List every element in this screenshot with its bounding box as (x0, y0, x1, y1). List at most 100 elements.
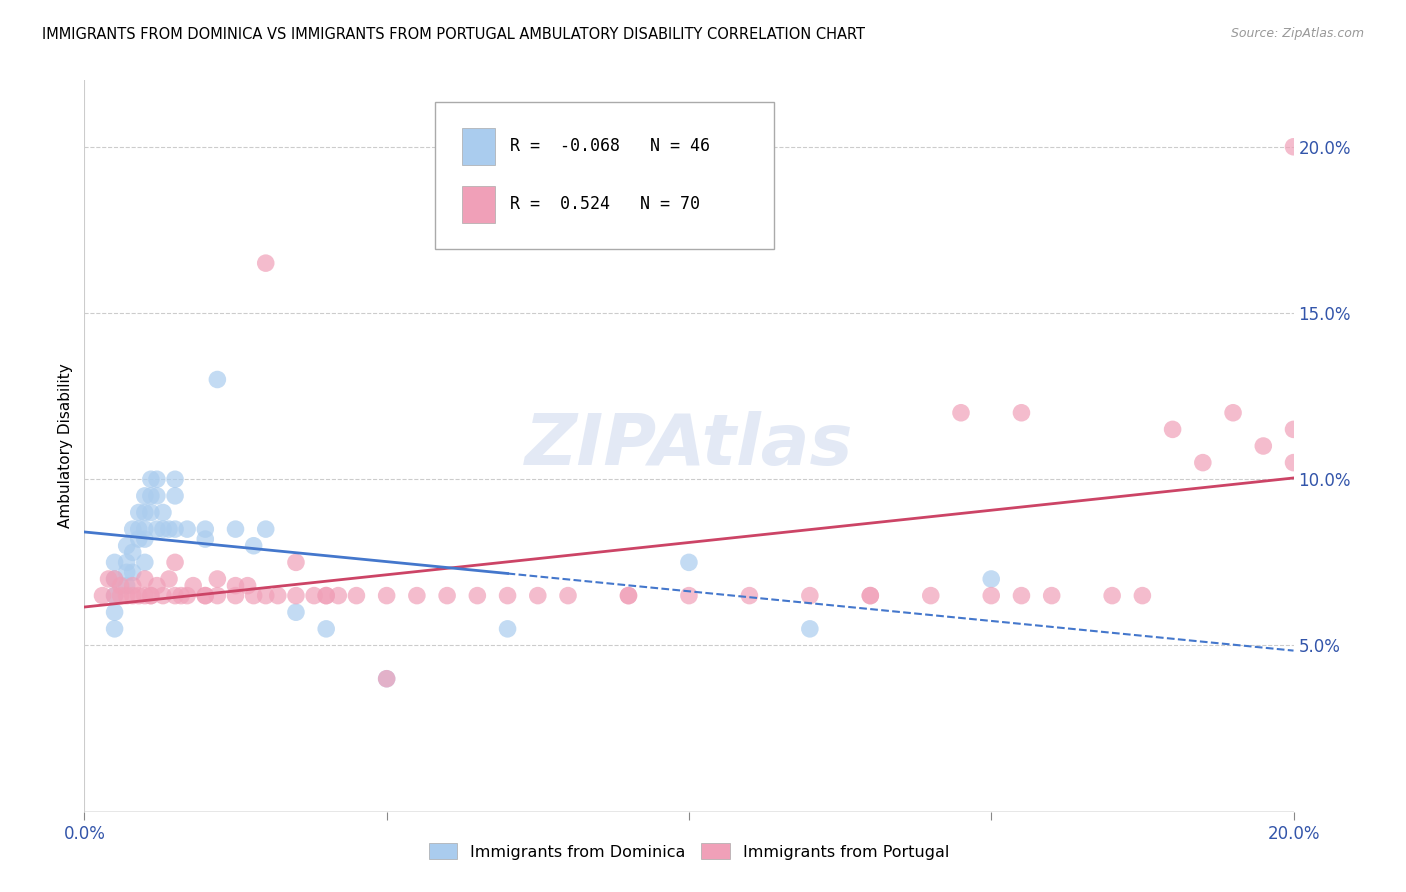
Point (134, 555, 156, 569)
Point (170, 589, 193, 603)
Point (527, 589, 550, 603)
Point (285, 555, 308, 569)
Point (115, 579, 138, 593)
Point (315, 589, 337, 603)
Point (285, 589, 308, 603)
Point (346, 589, 368, 603)
Point (139, 589, 162, 603)
Point (176, 522, 198, 536)
Point (1282, 140, 1305, 154)
Point (799, 622, 821, 636)
Point (1253, 439, 1275, 453)
Point (1011, 406, 1033, 420)
Point (165, 489, 187, 503)
Text: Source: ZipAtlas.com: Source: ZipAtlas.com (1230, 27, 1364, 40)
Point (254, 589, 277, 603)
Point (406, 589, 429, 603)
Point (242, 589, 264, 603)
Point (738, 589, 761, 603)
Point (134, 506, 156, 520)
Point (110, 579, 132, 593)
Point (128, 522, 150, 536)
Point (152, 506, 174, 520)
Point (139, 472, 162, 486)
Point (165, 522, 187, 536)
Point (207, 372, 229, 386)
Point (254, 522, 277, 536)
Point (139, 589, 162, 603)
Point (375, 589, 398, 603)
Point (1011, 589, 1033, 603)
Point (375, 672, 398, 686)
Point (146, 489, 169, 503)
Point (128, 506, 150, 520)
Point (115, 555, 138, 569)
Point (1192, 456, 1215, 470)
Point (980, 589, 1002, 603)
Point (225, 589, 247, 603)
Point (315, 589, 337, 603)
Point (128, 589, 150, 603)
Point (285, 605, 308, 619)
Point (110, 589, 132, 603)
Point (134, 522, 156, 536)
Point (176, 589, 198, 603)
Point (859, 589, 882, 603)
Point (225, 579, 247, 593)
Point (115, 589, 138, 603)
Point (181, 579, 204, 593)
Point (315, 622, 337, 636)
Point (302, 589, 325, 603)
Text: R =  0.524   N = 70: R = 0.524 N = 70 (510, 195, 700, 213)
Point (121, 566, 143, 580)
Point (375, 672, 398, 686)
Point (165, 555, 187, 569)
Point (617, 589, 640, 603)
Point (165, 589, 187, 603)
Point (157, 572, 180, 586)
Text: ZIPAtlas: ZIPAtlas (524, 411, 853, 481)
Point (799, 589, 821, 603)
Text: IMMIGRANTS FROM DOMINICA VS IMMIGRANTS FROM PORTUGAL AMBULATORY DISABILITY CORRE: IMMIGRANTS FROM DOMINICA VS IMMIGRANTS F… (42, 27, 865, 42)
Point (146, 522, 169, 536)
Point (980, 572, 1002, 586)
Point (254, 256, 277, 270)
Point (104, 572, 127, 586)
Point (104, 572, 127, 586)
Point (97, 572, 120, 586)
Point (157, 522, 180, 536)
Point (1282, 422, 1305, 436)
Point (121, 522, 143, 536)
Point (139, 506, 162, 520)
Point (236, 579, 259, 593)
Point (496, 589, 519, 603)
FancyBboxPatch shape (434, 103, 773, 249)
Point (134, 572, 156, 586)
Point (1040, 589, 1063, 603)
Point (121, 589, 143, 603)
Point (134, 489, 156, 503)
Point (1161, 422, 1184, 436)
Point (104, 589, 127, 603)
Point (950, 406, 973, 420)
Point (128, 532, 150, 546)
Point (496, 622, 519, 636)
Point (115, 566, 138, 580)
Point (134, 532, 156, 546)
Point (146, 472, 169, 486)
Text: R =  -0.068   N = 46: R = -0.068 N = 46 (510, 137, 710, 155)
Point (115, 539, 138, 553)
Point (1101, 589, 1123, 603)
Point (242, 539, 264, 553)
Point (152, 522, 174, 536)
Point (104, 622, 127, 636)
Point (436, 589, 458, 603)
Point (467, 589, 489, 603)
Point (678, 555, 700, 569)
Point (207, 572, 229, 586)
Point (267, 589, 290, 603)
Point (678, 589, 700, 603)
Point (121, 545, 143, 559)
Point (152, 589, 174, 603)
Point (146, 579, 169, 593)
